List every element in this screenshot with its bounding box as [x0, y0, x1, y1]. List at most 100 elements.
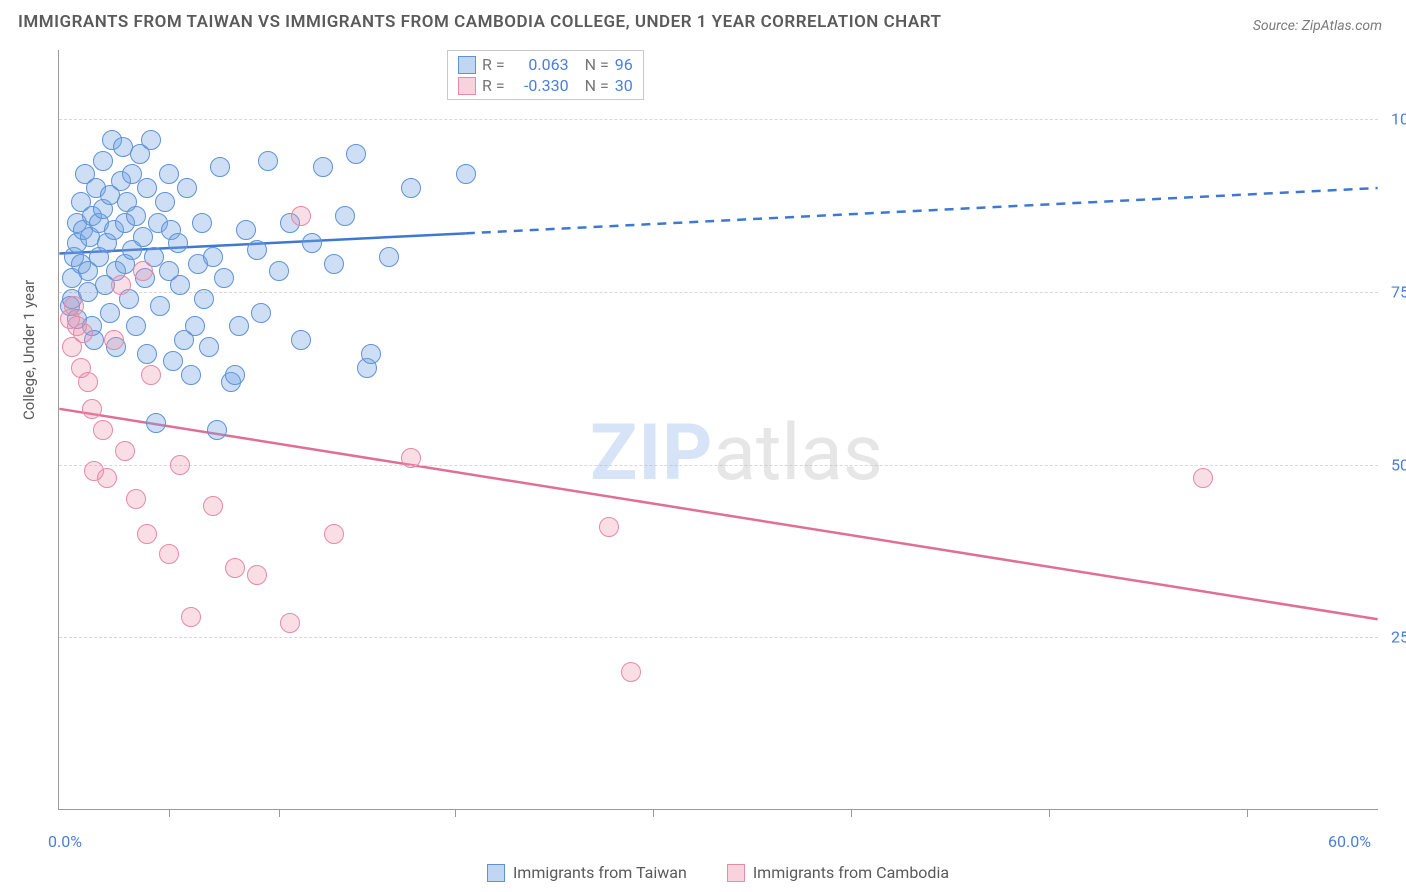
x-tick [653, 809, 654, 817]
r-value: -0.330 [511, 76, 569, 95]
cambodia-point [133, 261, 153, 281]
taiwan-point [141, 130, 161, 150]
legend-stat-row: R = -0.330 N = 30 [458, 76, 633, 95]
cambodia-point [64, 296, 84, 316]
legend-item: Immigrants from Taiwan [487, 863, 687, 882]
taiwan-point [346, 144, 366, 164]
cambodia-point [599, 517, 619, 537]
taiwan-point [456, 164, 476, 184]
taiwan-point [163, 351, 183, 371]
r-value: 0.063 [511, 55, 569, 74]
gridline [59, 119, 1378, 120]
y-axis-label: College, Under 1 year [20, 280, 38, 420]
taiwan-point [251, 303, 271, 323]
taiwan-point [185, 316, 205, 336]
cambodia-point [104, 330, 124, 350]
taiwan-point [181, 365, 201, 385]
x-tick-label: 0.0% [48, 832, 82, 851]
cambodia-point [280, 613, 300, 633]
cambodia-point [137, 524, 157, 544]
x-tick [851, 809, 852, 817]
cambodia-point [126, 489, 146, 509]
x-tick [1049, 809, 1050, 817]
taiwan-point [150, 296, 170, 316]
x-tick-label: 60.0% [1328, 832, 1371, 851]
taiwan-point [155, 192, 175, 212]
legend-label: Immigrants from Cambodia [753, 863, 949, 882]
taiwan-point [146, 413, 166, 433]
n-prefix: N = [585, 76, 609, 95]
taiwan-point [133, 227, 153, 247]
taiwan-point [100, 303, 120, 323]
legend-stat-row: R = 0.063 N = 96 [458, 55, 633, 74]
cambodia-point [401, 448, 421, 468]
taiwan-point [210, 157, 230, 177]
y-tick-label: 25.0% [1391, 628, 1406, 647]
x-tick [1247, 809, 1248, 817]
taiwan-point [207, 420, 227, 440]
taiwan-point [214, 268, 234, 288]
taiwan-point [170, 275, 190, 295]
cambodia-point [1193, 468, 1213, 488]
taiwan-point [379, 247, 399, 267]
correlation-legend: R = 0.063 N = 96 R = -0.330 N = 30 [447, 50, 644, 100]
taiwan-point [229, 316, 249, 336]
r-prefix: R = [482, 76, 505, 95]
n-prefix: N = [585, 55, 609, 74]
cambodia-point [247, 565, 267, 585]
taiwan-point [313, 157, 333, 177]
taiwan-point [225, 365, 245, 385]
n-value: 96 [615, 55, 633, 74]
taiwan-point [126, 206, 146, 226]
source-attribution: Source: ZipAtlas.com [1253, 18, 1382, 34]
taiwan-point [126, 316, 146, 336]
taiwan-point [269, 261, 289, 281]
legend-swatch [487, 864, 505, 882]
cambodia-point [78, 372, 98, 392]
taiwan-point [302, 233, 322, 253]
cambodia-point [621, 662, 641, 682]
taiwan-point [137, 344, 157, 364]
taiwan-point [401, 178, 421, 198]
taiwan-point [361, 344, 381, 364]
watermark-zip: ZIP [590, 408, 713, 499]
taiwan-point [236, 220, 256, 240]
taiwan-point [291, 330, 311, 350]
chart-title: IMMIGRANTS FROM TAIWAN VS IMMIGRANTS FRO… [18, 12, 941, 32]
cambodia-point [159, 544, 179, 564]
cambodia-point [73, 323, 93, 343]
series-legend: Immigrants from Taiwan Immigrants from Ca… [58, 863, 1378, 882]
cambodia-point [115, 441, 135, 461]
cambodia-point [170, 455, 190, 475]
cambodia-point [203, 496, 223, 516]
taiwan-point [137, 178, 157, 198]
cambodia-point [291, 206, 311, 226]
y-tick-label: 100.0% [1391, 110, 1406, 129]
taiwan-point [192, 213, 212, 233]
gridline [59, 637, 1378, 638]
cambodia-point [181, 607, 201, 627]
x-tick [279, 809, 280, 817]
taiwan-point [203, 247, 223, 267]
cambodia-point [111, 275, 131, 295]
r-prefix: R = [482, 55, 505, 74]
taiwan-point [258, 151, 278, 171]
x-tick [169, 809, 170, 817]
legend-label: Immigrants from Taiwan [513, 863, 687, 882]
cambodia-point [82, 399, 102, 419]
x-tick [455, 809, 456, 817]
legend-swatch [458, 56, 476, 74]
taiwan-point [93, 151, 113, 171]
n-value: 30 [615, 76, 633, 95]
cambodia-point [141, 365, 161, 385]
taiwan-point [324, 254, 344, 274]
cambodia-point [324, 524, 344, 544]
taiwan-point [168, 233, 188, 253]
trend-line [466, 188, 1378, 233]
legend-item: Immigrants from Cambodia [727, 863, 949, 882]
taiwan-point [159, 164, 179, 184]
taiwan-point [247, 240, 267, 260]
legend-swatch [727, 864, 745, 882]
watermark: ZIPatlas [590, 408, 883, 499]
watermark-atlas: atlas [713, 408, 883, 499]
